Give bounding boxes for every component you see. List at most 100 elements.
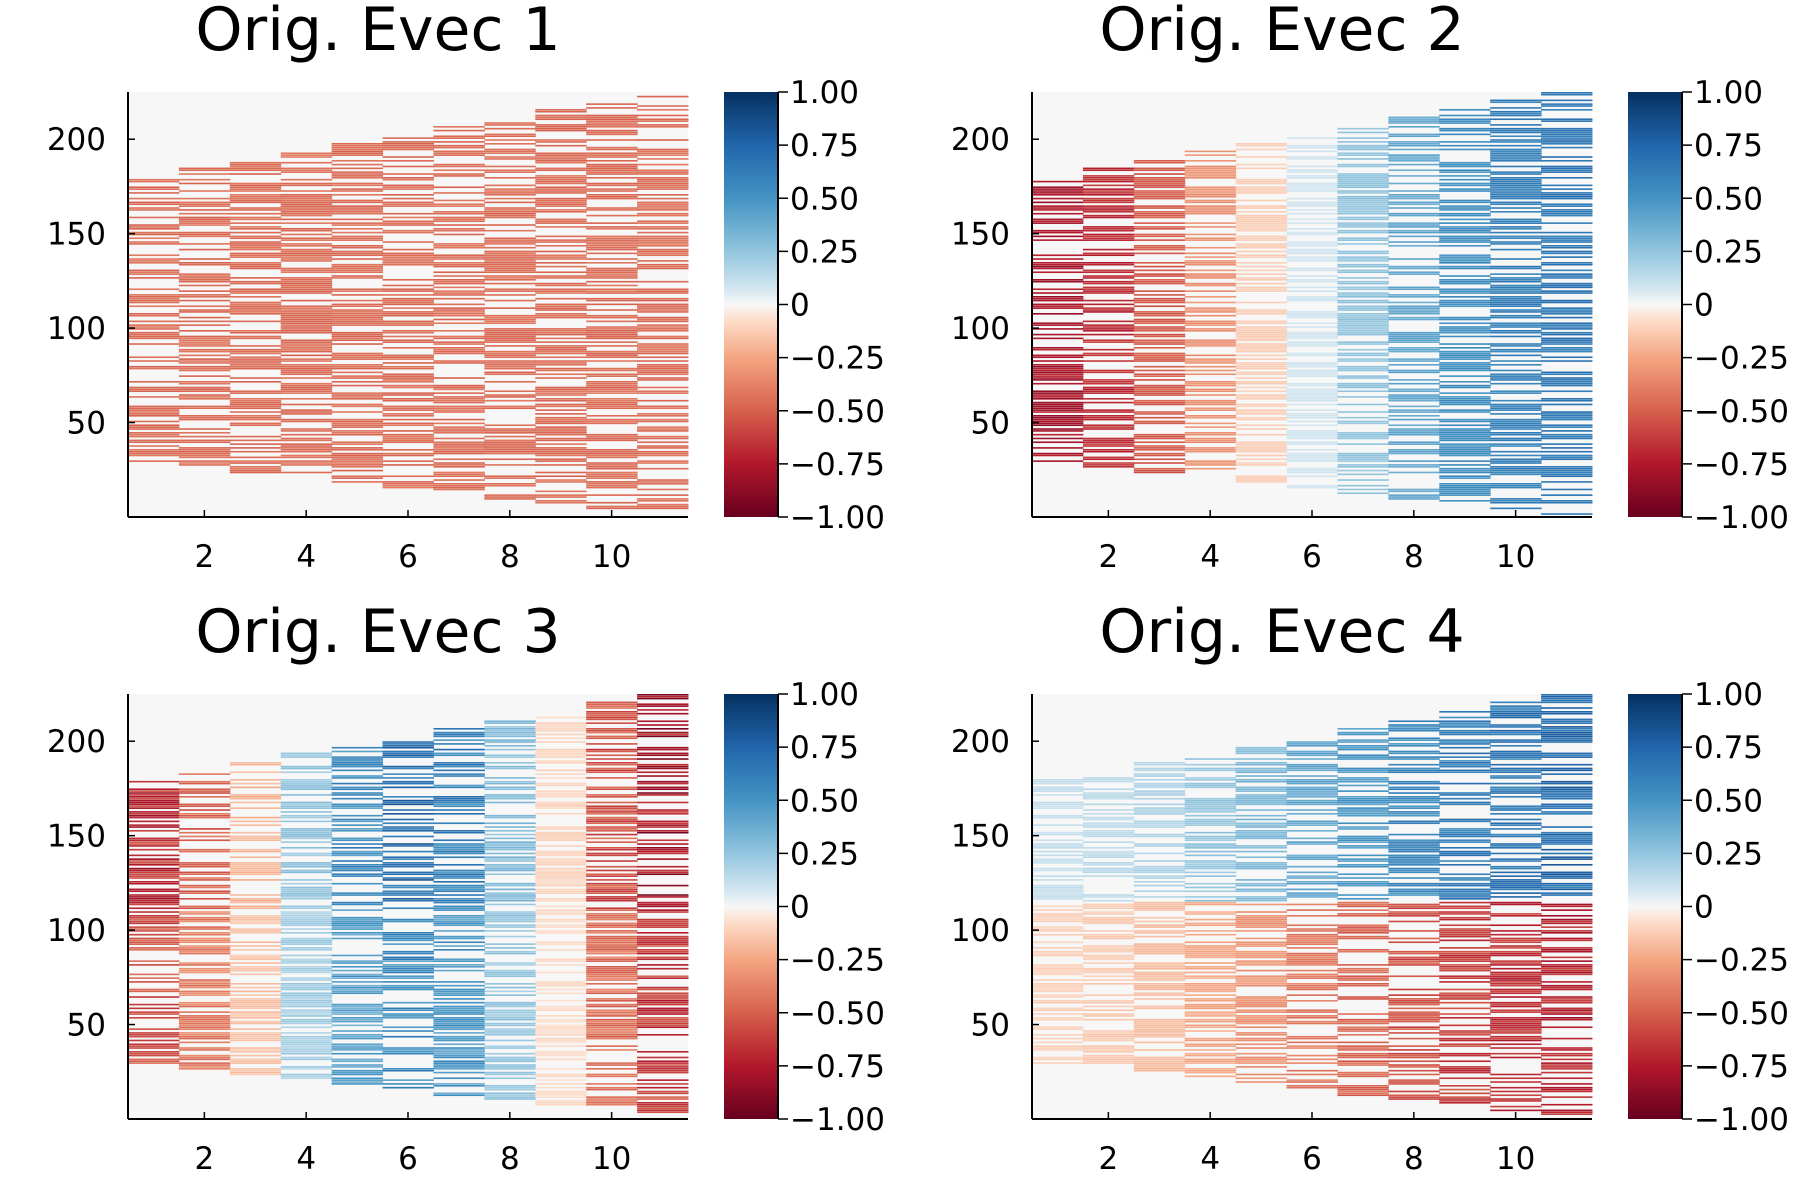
heatmap-cell [586,464,638,466]
heatmap-cell [1490,409,1542,411]
heatmap-cell [1184,911,1237,913]
heatmap-cell [178,1018,231,1021]
heatmap-cell [1439,490,1491,493]
heatmap-cell [1439,354,1491,357]
heatmap-cell [1235,899,1288,902]
heatmap-cell [1541,699,1593,702]
heatmap-cell [178,341,231,343]
heatmap-cell [586,820,638,823]
heatmap-cell [331,786,384,789]
heatmap-cell [1439,401,1491,404]
heatmap-cell [484,477,536,479]
heatmap-cell [1439,830,1491,832]
heatmap-cell [1337,801,1389,804]
heatmap-cell [331,231,384,234]
heatmap-cell [1032,915,1084,917]
heatmap-cell [1133,195,1186,198]
heatmap-cell [280,447,333,449]
heatmap-cell [331,424,384,427]
heatmap-cell [586,822,638,825]
heatmap-cell [1337,271,1389,274]
heatmap-cell [128,192,180,194]
heatmap-cell [535,258,587,260]
heatmap-cell [535,1090,587,1093]
heatmap-cell [637,824,689,826]
heatmap-cell [535,875,587,877]
heatmap-cell [1337,835,1389,838]
heatmap-cell [1439,739,1491,741]
heatmap-cell [331,403,384,406]
heatmap-cell [1337,163,1389,166]
heatmap-cell [484,127,536,130]
heatmap-cell [535,752,587,755]
heatmap-cell [178,939,231,942]
heatmap-cell [1541,986,1593,989]
heatmap-cell [1286,767,1338,770]
colorbar-tick-label: −0.75 [1694,1049,1789,1085]
heatmap-cell [1490,190,1542,192]
heatmap-cell [128,450,180,453]
heatmap-cell [1541,996,1593,998]
heatmap-cell [331,188,384,190]
heatmap-cell [331,211,384,213]
heatmap-cell [433,769,485,772]
heatmap-cell [1388,728,1440,730]
heatmap-cell [128,337,180,340]
heatmap-cell [229,335,282,338]
heatmap-cell [1439,144,1491,147]
heatmap-cell [1541,437,1593,440]
heatmap-cell [1082,1049,1135,1051]
heatmap-cell [586,239,638,241]
heatmap-cell [331,354,384,357]
heatmap-cell [229,267,282,270]
heatmap-cell [178,235,231,238]
heatmap-cell [1337,294,1389,296]
heatmap-cell [1082,854,1135,857]
heatmap-cell [1388,341,1440,343]
heatmap-cell [484,1052,536,1055]
heatmap-cell [1032,299,1084,302]
heatmap-cell [433,428,485,430]
heatmap-cell [586,303,638,306]
heatmap-cell [1439,424,1491,427]
heatmap-cell [1490,228,1542,230]
heatmap-cell [1286,924,1338,927]
heatmap-cell [586,241,638,243]
heatmap-cell [178,916,231,919]
heatmap-cell [484,277,536,279]
heatmap-cell [382,1051,434,1053]
heatmap-cell [1541,339,1593,342]
heatmap-cell [382,1007,434,1010]
heatmap-cell [1541,381,1593,383]
heatmap-cell [484,1030,536,1032]
heatmap-cell [1337,777,1389,779]
heatmap-cell [1082,847,1135,849]
heatmap-cell [382,486,434,489]
heatmap-cell [229,337,282,340]
heatmap-cell [433,762,485,764]
heatmap-cell [128,299,180,302]
heatmap-cell [1439,850,1491,853]
heatmap-cell [1439,1098,1491,1100]
heatmap-cell [1439,1060,1491,1063]
heatmap-cell [178,405,231,408]
heatmap-cell [1235,801,1288,804]
heatmap-cell [1490,311,1542,313]
heatmap-cell [1286,424,1338,427]
heatmap-cell [382,1035,434,1038]
heatmap-cell [1184,1049,1237,1051]
heatmap-cell [1032,365,1084,368]
heatmap-cell [1388,856,1440,859]
heatmap-cell [229,226,282,228]
heatmap-cell [637,307,689,309]
heatmap-cell [1133,180,1186,183]
heatmap-cell [1082,209,1135,211]
heatmap-cell [1184,854,1237,857]
heatmap-cell [382,754,434,757]
heatmap-cell [1082,466,1135,468]
heatmap-cell [1235,763,1288,766]
heatmap-cell [1439,235,1491,238]
heatmap-cell [1541,120,1593,122]
heatmap-cell [1286,915,1338,917]
heatmap-cell [535,430,587,432]
